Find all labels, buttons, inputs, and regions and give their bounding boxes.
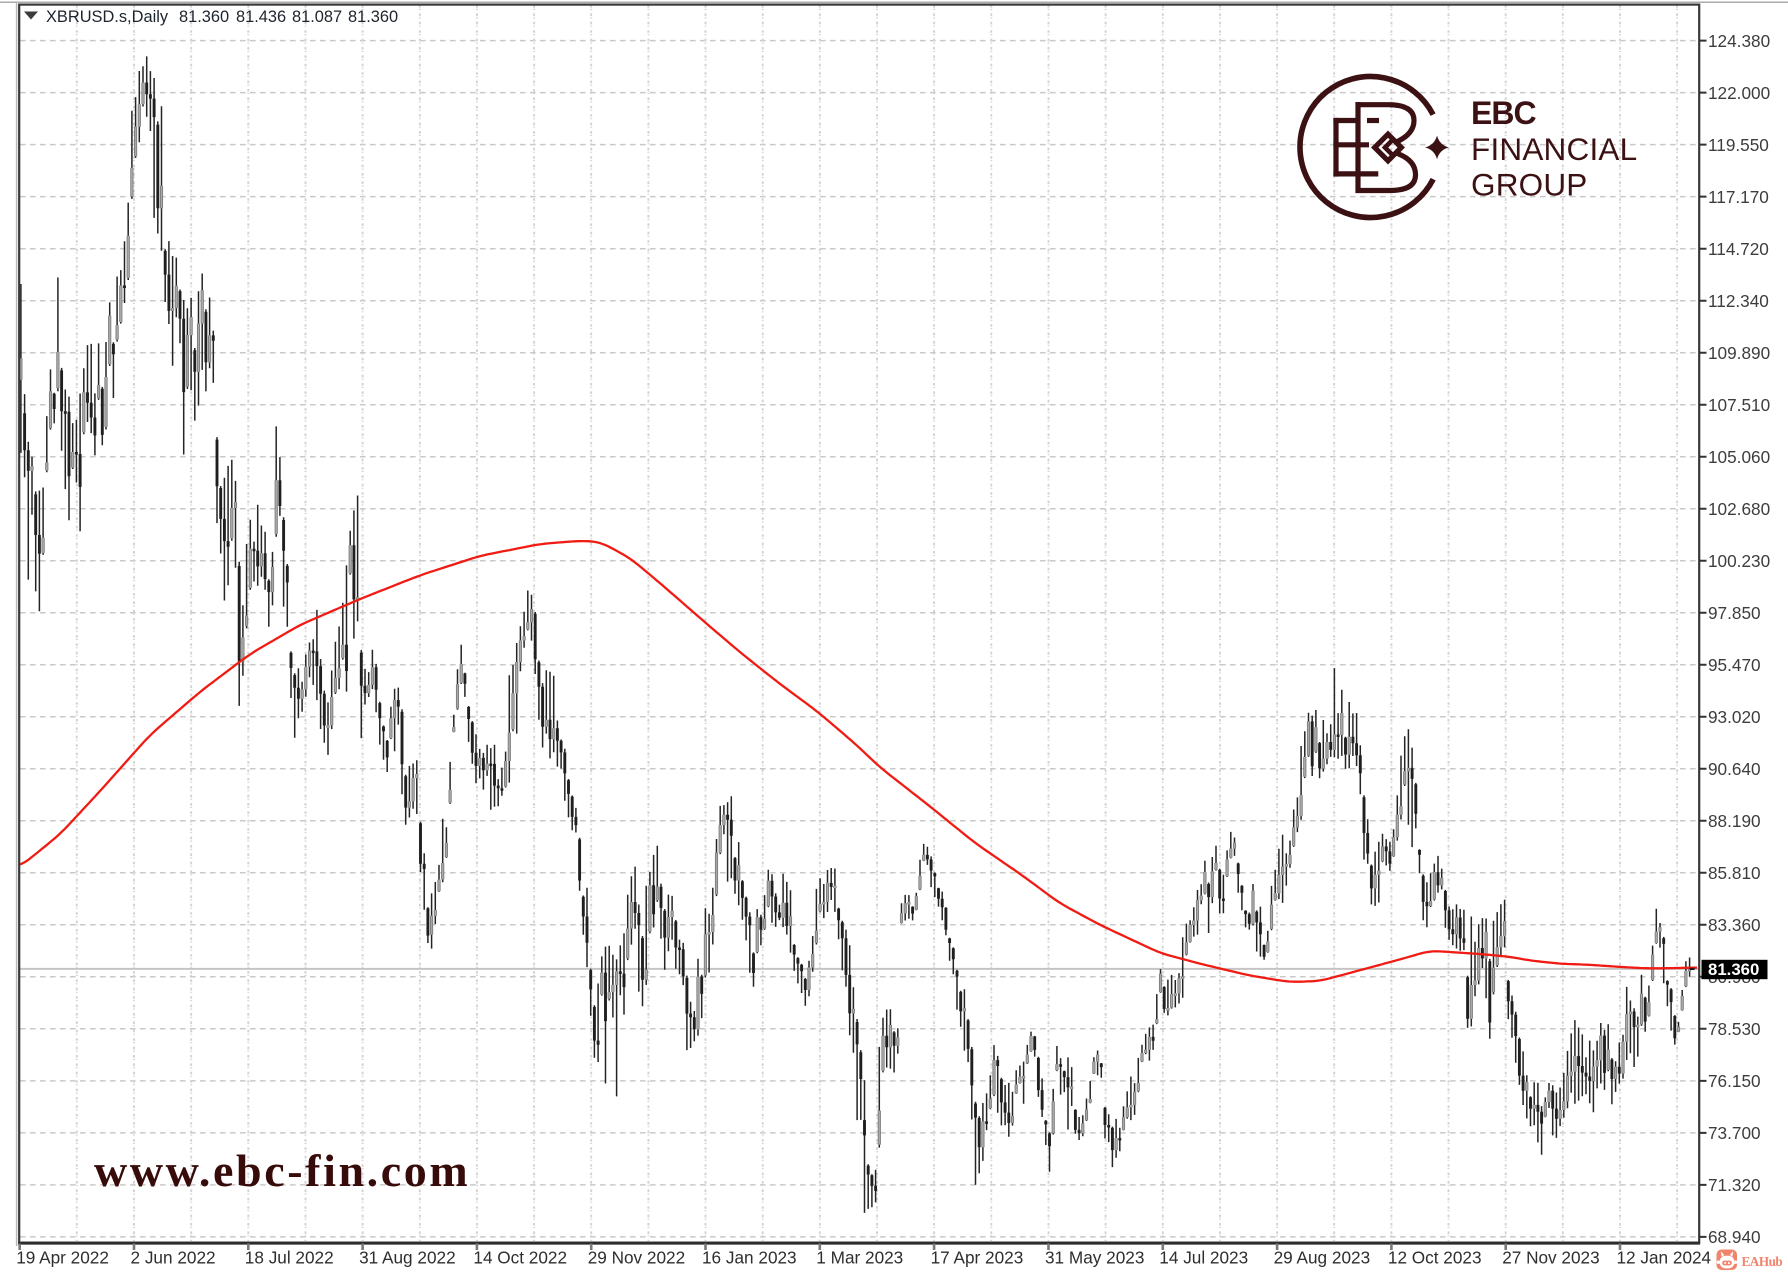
- svg-text:78.530: 78.530: [1708, 1019, 1761, 1039]
- svg-text:88.190: 88.190: [1708, 811, 1761, 831]
- svg-text:14 Oct 2022: 14 Oct 2022: [473, 1248, 567, 1268]
- svg-text:83.360: 83.360: [1708, 915, 1761, 935]
- svg-text:81.087: 81.087: [292, 8, 342, 26]
- svg-text:97.850: 97.850: [1708, 603, 1761, 623]
- svg-text:12 Oct 2023: 12 Oct 2023: [1388, 1248, 1482, 1268]
- svg-text:31 May 2023: 31 May 2023: [1045, 1248, 1144, 1268]
- svg-text:112.340: 112.340: [1708, 291, 1769, 311]
- svg-text:27 Nov 2023: 27 Nov 2023: [1502, 1248, 1599, 1268]
- svg-text:117.170: 117.170: [1708, 187, 1769, 207]
- svg-text:2 Jun 2022: 2 Jun 2022: [131, 1248, 216, 1268]
- svg-text:XBRUSD.s,Daily: XBRUSD.s,Daily: [46, 8, 169, 26]
- svg-text:EBC: EBC: [1471, 95, 1536, 131]
- svg-text:114.720: 114.720: [1708, 239, 1769, 259]
- svg-text:81.436: 81.436: [236, 8, 286, 26]
- svg-text:17 Apr 2023: 17 Apr 2023: [931, 1248, 1024, 1268]
- svg-text:122.000: 122.000: [1708, 83, 1770, 103]
- svg-text:18 Jul 2022: 18 Jul 2022: [245, 1248, 334, 1268]
- svg-text:www.ebc-fin.com: www.ebc-fin.com: [94, 1145, 470, 1196]
- svg-text:29 Aug 2023: 29 Aug 2023: [1274, 1248, 1371, 1268]
- svg-text:73.700: 73.700: [1708, 1123, 1761, 1143]
- svg-text:71.320: 71.320: [1708, 1175, 1761, 1195]
- svg-text:119.550: 119.550: [1708, 135, 1769, 155]
- svg-text:107.510: 107.510: [1708, 395, 1770, 415]
- svg-text:81.360: 81.360: [179, 8, 229, 26]
- svg-text:29 Nov 2022: 29 Nov 2022: [588, 1248, 685, 1268]
- svg-text:76.150: 76.150: [1708, 1071, 1761, 1091]
- svg-text:85.810: 85.810: [1708, 863, 1761, 883]
- svg-text:1 Mar 2023: 1 Mar 2023: [816, 1248, 903, 1268]
- svg-text:GROUP: GROUP: [1471, 167, 1588, 203]
- svg-text:68.940: 68.940: [1708, 1227, 1761, 1247]
- svg-text:95.470: 95.470: [1708, 655, 1761, 675]
- svg-text:12 Jan 2024: 12 Jan 2024: [1617, 1248, 1712, 1268]
- svg-text:FINANCIAL: FINANCIAL: [1471, 131, 1637, 167]
- svg-text:81.360: 81.360: [1708, 960, 1759, 979]
- svg-text:81.360: 81.360: [348, 8, 398, 26]
- svg-text:14 Jul 2023: 14 Jul 2023: [1159, 1248, 1248, 1268]
- svg-text:31 Aug 2022: 31 Aug 2022: [359, 1248, 456, 1268]
- svg-text:93.020: 93.020: [1708, 707, 1761, 727]
- svg-text:102.680: 102.680: [1708, 499, 1770, 519]
- svg-text:105.060: 105.060: [1708, 447, 1770, 467]
- svg-text:90.640: 90.640: [1708, 759, 1761, 779]
- svg-text:100.230: 100.230: [1708, 551, 1770, 571]
- svg-text:124.380: 124.380: [1708, 31, 1770, 51]
- svg-text:16 Jan 2023: 16 Jan 2023: [702, 1248, 797, 1268]
- svg-text:EAHub: EAHub: [1742, 1254, 1783, 1269]
- svg-text:19 Apr 2022: 19 Apr 2022: [16, 1248, 109, 1268]
- svg-text:109.890: 109.890: [1708, 343, 1770, 363]
